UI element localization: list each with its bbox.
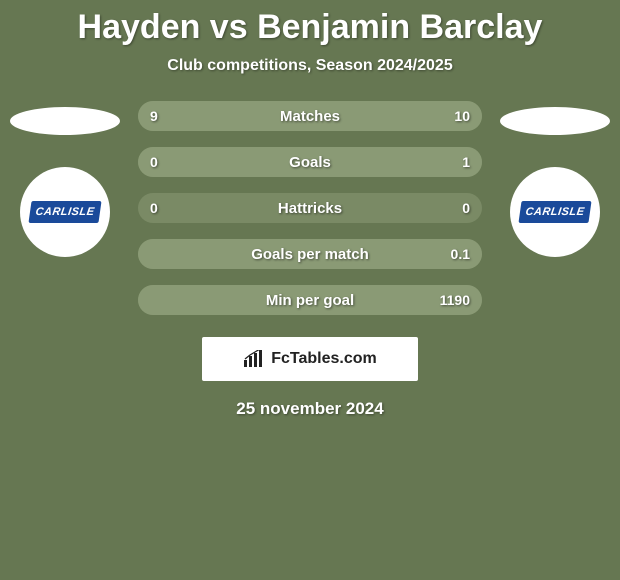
page-subtitle: Club competitions, Season 2024/2025 — [0, 57, 620, 75]
footer-logo-text: FcTables.com — [271, 350, 377, 368]
stat-left-value: 9 — [150, 108, 158, 124]
left-player-silhouette — [10, 107, 120, 135]
left-player-column: CARLISLE — [10, 101, 120, 257]
right-player-column: CARLISLE — [500, 101, 610, 257]
stat-label: Matches — [280, 108, 340, 125]
stat-right-value: 1 — [462, 154, 470, 170]
stat-right-value: 0 — [462, 200, 470, 216]
left-club-badge-label: CARLISLE — [28, 201, 101, 223]
right-club-badge-label: CARLISLE — [518, 201, 591, 223]
stats-list: 9 Matches 10 0 Goals 1 0 Hattricks 0 Goa… — [138, 101, 482, 315]
stat-right-value: 0.1 — [451, 246, 470, 262]
date-text: 25 november 2024 — [0, 399, 620, 419]
right-player-silhouette — [500, 107, 610, 135]
stat-left-value: 0 — [150, 200, 158, 216]
stat-label: Min per goal — [266, 292, 354, 309]
stat-left-value: 0 — [150, 154, 158, 170]
stat-row-min-per-goal: Min per goal 1190 — [138, 285, 482, 315]
comparison-panel: CARLISLE 9 Matches 10 0 Goals 1 0 Hattri… — [0, 101, 620, 315]
stat-label: Goals per match — [251, 246, 369, 263]
left-club-badge: CARLISLE — [20, 167, 110, 257]
stat-bar-left — [138, 101, 300, 131]
stat-right-value: 1190 — [440, 292, 470, 308]
stat-label: Hattricks — [278, 200, 342, 217]
bar-chart-icon — [243, 350, 265, 368]
right-club-badge: CARLISLE — [510, 167, 600, 257]
stat-row-goals: 0 Goals 1 — [138, 147, 482, 177]
stat-right-value: 10 — [454, 108, 470, 124]
page-title: Hayden vs Benjamin Barclay — [0, 0, 620, 47]
stat-row-hattricks: 0 Hattricks 0 — [138, 193, 482, 223]
footer-logo-box: FcTables.com — [202, 337, 418, 381]
stat-row-goals-per-match: Goals per match 0.1 — [138, 239, 482, 269]
stat-row-matches: 9 Matches 10 — [138, 101, 482, 131]
stat-label: Goals — [289, 154, 331, 171]
